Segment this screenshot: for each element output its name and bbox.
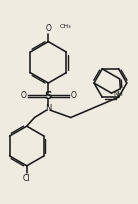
Text: NH: NH [114, 91, 123, 97]
Text: CH₃: CH₃ [59, 24, 71, 29]
Text: N: N [45, 104, 51, 113]
Text: O: O [70, 91, 76, 100]
Text: O: O [20, 91, 26, 100]
Text: S: S [45, 91, 52, 101]
Text: O: O [45, 24, 51, 33]
Text: Cl: Cl [23, 174, 30, 183]
